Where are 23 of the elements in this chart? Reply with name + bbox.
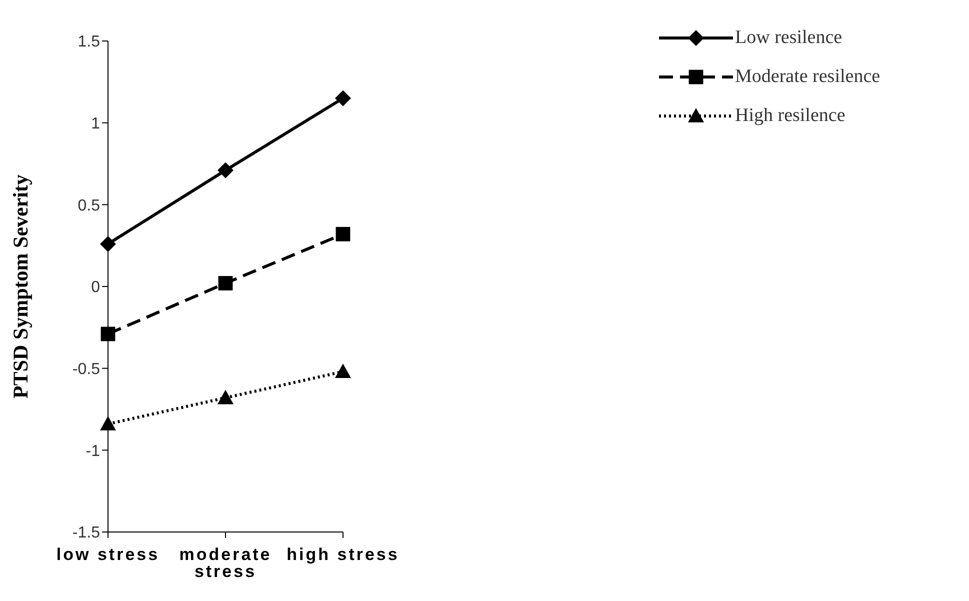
point [218, 390, 234, 404]
point [336, 226, 350, 242]
point [100, 236, 116, 252]
point [218, 276, 233, 290]
point [335, 364, 351, 378]
x-tick-label: low stress [56, 545, 160, 564]
point [100, 416, 116, 430]
y-tick-label: -1 [86, 442, 100, 460]
x-tick-label: moderate stress [179, 545, 272, 582]
y-tick-label: 0 [91, 279, 100, 296]
legend-label: High resilence [735, 104, 846, 126]
y-axis-title: PTSD Symptom Severity [8, 174, 32, 398]
y-tick-label: -0.5 [72, 361, 100, 378]
legend-label: Moderate resilence [735, 66, 880, 88]
x-tick-label: high stress [286, 545, 400, 564]
y-tick-label: 1.5 [78, 34, 100, 51]
y-tick-label: 1 [91, 116, 100, 133]
y-tick-label: 0.5 [78, 197, 100, 214]
point [335, 90, 351, 106]
point [218, 162, 234, 178]
point [100, 326, 116, 342]
y-tick-label: -1.5 [72, 524, 100, 542]
legend-label: Low resilence [735, 26, 842, 48]
